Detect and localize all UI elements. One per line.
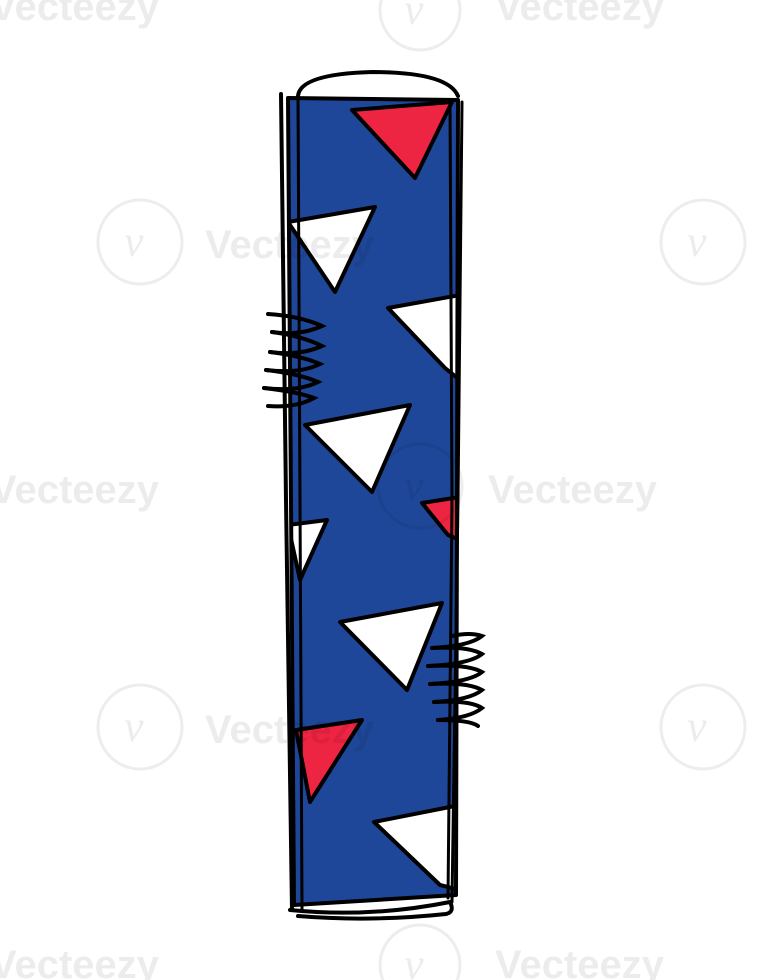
triangle-pattern <box>288 100 458 892</box>
watermark-logo-icon: v <box>376 442 464 530</box>
watermark-text: Vecteezy <box>205 708 375 752</box>
letter-i-body <box>279 69 464 921</box>
triangle-red <box>350 100 454 180</box>
triangle-white <box>288 205 377 294</box>
svg-text:v: v <box>404 940 424 980</box>
coil-decoration-left <box>262 312 327 409</box>
triangle-white <box>372 803 458 892</box>
watermark-text: Vecteezy <box>488 468 658 512</box>
watermark-text: Vecteezy <box>0 943 160 980</box>
letter-outline-sketch-right <box>450 100 464 904</box>
triangle-white <box>303 403 412 494</box>
watermark-layer: Vecteezy Vecteezy Vecteezy Vecteezy Vect… <box>0 0 747 980</box>
svg-text:v: v <box>687 702 707 751</box>
watermark-text: Vecteezy <box>205 223 375 267</box>
watermark-logo-icon: v <box>378 0 462 52</box>
watermark-text: Vecteezy <box>495 943 665 980</box>
watermark-text: Vecteezy <box>0 0 160 29</box>
triangle-white <box>338 601 444 692</box>
letter-top-cap <box>296 69 460 98</box>
letter-outline-sketch-left-2 <box>296 94 304 912</box>
watermark-logo-icon: v <box>378 923 462 980</box>
triangle-white <box>386 293 458 382</box>
watermark-logo-icon: v <box>659 683 747 771</box>
watermark-text: Vecteezy <box>495 0 665 29</box>
letter-outline-sketch-right-2 <box>446 98 454 900</box>
watermark-logo-icon: v <box>96 198 184 286</box>
watermark-text: Vecteezy <box>0 468 160 512</box>
letter-outline-sketch-left <box>279 92 294 912</box>
svg-text:v: v <box>124 702 144 751</box>
triangle-white <box>288 518 329 582</box>
svg-text:v: v <box>687 217 707 266</box>
letter-bottom-outline <box>288 899 454 921</box>
watermark-logo-icon: v <box>659 198 747 286</box>
watermark-logo-icon: v <box>96 683 184 771</box>
letter-outline <box>286 96 460 907</box>
svg-text:v: v <box>404 461 424 510</box>
coil-decoration-right <box>426 632 487 728</box>
svg-text:v: v <box>124 217 144 266</box>
triangle-red <box>294 718 364 804</box>
letter-fill <box>288 98 458 905</box>
svg-text:v: v <box>404 0 424 34</box>
